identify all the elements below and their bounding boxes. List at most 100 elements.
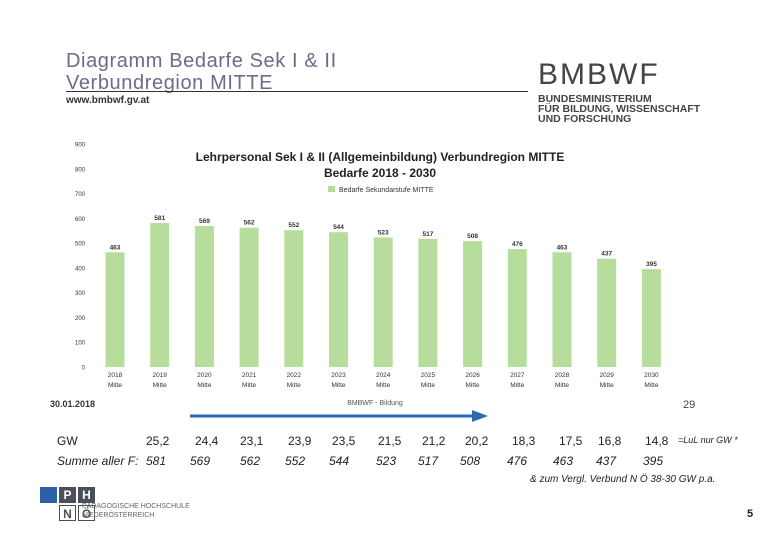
slide-title: Diagramm Bedarfe Sek I & II Verbundregio… (66, 50, 337, 94)
data-label: 463 (110, 244, 121, 251)
gw-value: 21,2 (422, 434, 446, 448)
x-tick-sublabel: Mitte (376, 382, 390, 389)
y-tick-label: 900 (75, 143, 86, 149)
x-tick-sublabel: Mitte (287, 382, 301, 389)
bar (552, 252, 572, 367)
data-label: 569 (199, 218, 210, 225)
ph-logo-cell: H (78, 487, 95, 503)
bar (105, 252, 125, 367)
ministry-line1: BUNDESMINISTERIUM (538, 93, 652, 105)
legend-swatch (328, 186, 335, 192)
data-label: 581 (154, 215, 165, 222)
bar (194, 226, 214, 367)
gw-note: =LuL nur GW * (678, 435, 738, 445)
title-rule (66, 91, 528, 92)
bmbwf-logo: BMBWF (538, 58, 660, 91)
timeline-arrow (190, 410, 488, 422)
sum-value: 523 (376, 454, 397, 468)
sum-value: 544 (329, 454, 350, 468)
sum-value: 569 (190, 454, 211, 468)
chart-title: Lehrpersonal Sek I & II (Allgemeinbildun… (196, 150, 565, 164)
x-tick-sublabel: Mitte (510, 382, 524, 389)
bar-chart: 0 100 200 300 400 500 600 700 800 900 463 2018 Mitt… (50, 143, 661, 409)
data-label: 437 (601, 251, 612, 258)
chart-source: BMBWF - Bildung (347, 400, 403, 407)
website-url: www.bmbwf.gv.at (66, 95, 150, 106)
ph-name-line2: NIEDERÖSTERREICH (82, 512, 155, 519)
bar (463, 241, 483, 367)
legend-label: Bedarfe Sekundarstufe MITTE (339, 187, 434, 194)
ph-logo-cell: Ö (78, 505, 95, 521)
x-tick-sublabel: Mitte (644, 382, 658, 389)
x-tick-label: 2023 (331, 372, 346, 379)
x-tick-sublabel: Mitte (108, 382, 122, 389)
x-tick-label: 2025 (421, 372, 436, 379)
x-tick-sublabel: Mitte (600, 382, 614, 389)
data-label: 508 (467, 233, 478, 240)
bar (597, 258, 617, 367)
ph-name: PÄDAGOGISCHE HOCHSCHULE NIEDERÖSTERREICH (82, 502, 190, 520)
x-tick-sublabel: Mitte (421, 382, 435, 389)
bar (329, 232, 348, 367)
x-tick-sublabel: Mitte (555, 382, 569, 389)
chart-subtitle: Bedarfe 2018 - 2030 (324, 166, 436, 180)
x-tick-label: 2026 (465, 372, 480, 379)
bar (284, 230, 304, 367)
ph-logo-cell: N (59, 505, 76, 521)
y-tick-label: 300 (75, 291, 86, 297)
y-tick-label: 700 (75, 192, 86, 198)
x-tick-label: 2024 (376, 372, 391, 379)
gw-value: 20,2 (465, 434, 489, 448)
ph-logo-cell (40, 487, 57, 503)
y-axis: 0 100 200 300 400 500 600 700 800 900 (75, 143, 86, 372)
y-tick-label: 600 (75, 217, 86, 223)
data-label: 544 (333, 224, 344, 231)
reference-note: & zum Vergl. Verbund N Ö 38-30 GW p.a. (530, 474, 716, 485)
sum-value: 562 (240, 454, 261, 468)
sum-value: 437 (596, 454, 617, 468)
x-tick-sublabel: Mitte (242, 382, 256, 389)
y-tick-label: 400 (75, 266, 86, 272)
x-tick-label: 2020 (197, 372, 212, 379)
gw-value: 25,2 (146, 434, 170, 448)
sum-value: 463 (553, 454, 574, 468)
gw-value: 23,1 (240, 434, 264, 448)
gw-value: 23,9 (288, 434, 312, 448)
sum-value: 552 (285, 454, 306, 468)
bars-group (105, 223, 661, 367)
data-label: 562 (244, 220, 255, 227)
gw-value: 16,8 (598, 434, 622, 448)
bar (418, 238, 438, 367)
y-tick-label: 200 (75, 316, 86, 322)
bar (507, 249, 527, 367)
bar (239, 227, 259, 367)
sum-row-label: Summe aller F: (57, 454, 139, 468)
data-label: 552 (288, 222, 299, 229)
x-tick-label: 2030 (644, 372, 659, 379)
sum-value: 476 (507, 454, 528, 468)
labels-group: 463 2018 Mitte 581 2019 Mitte 569 2020 Mitte 562 2… (108, 215, 659, 389)
source-page-number: 29 (683, 399, 696, 411)
gw-value: 17,5 (559, 434, 583, 448)
x-tick-sublabel: Mitte (331, 382, 345, 389)
ministry-line2: FÜR BILDUNG, WISSENSCHAFT (538, 103, 701, 115)
data-label: 517 (422, 231, 433, 238)
x-tick-sublabel: Mitte (197, 382, 211, 389)
sum-value: 508 (460, 454, 481, 468)
slide-title-line1: Diagramm Bedarfe Sek I & II (66, 50, 337, 72)
y-tick-label: 500 (75, 242, 86, 248)
ministry-name: BUNDESMINISTERIUM FÜR BILDUNG, WISSENSCH… (538, 93, 701, 125)
bar (150, 223, 170, 367)
bar (641, 269, 661, 367)
data-label: 395 (646, 261, 657, 268)
gw-value: 23,5 (332, 434, 356, 448)
gw-row-label: GW (57, 434, 78, 448)
slide-number: 5 (747, 508, 754, 520)
gw-value: 24,4 (195, 434, 219, 448)
x-tick-label: 2028 (555, 372, 570, 379)
x-tick-label: 2018 (108, 372, 123, 379)
ph-name-line1: PÄDAGOGISCHE HOCHSCHULE (82, 503, 190, 510)
x-tick-label: 2029 (599, 372, 614, 379)
sum-value: 395 (643, 454, 664, 468)
data-label: 476 (512, 241, 523, 248)
